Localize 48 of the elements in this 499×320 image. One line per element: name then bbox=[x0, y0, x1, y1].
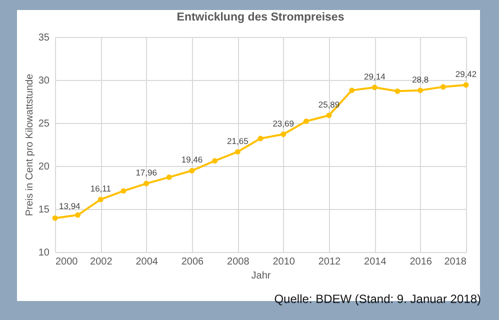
point bbox=[75, 212, 81, 218]
x-axis-title: Jahr bbox=[251, 270, 272, 282]
x-tick-label: 2014 bbox=[364, 256, 387, 268]
y-tick-label: 30 bbox=[38, 76, 50, 86]
point bbox=[234, 149, 240, 155]
data-label: 29,14 bbox=[364, 71, 386, 82]
x-tick-label: 2004 bbox=[136, 256, 158, 268]
x-tick-label: 2002 bbox=[90, 256, 113, 268]
point bbox=[372, 84, 378, 90]
data-label: 28,8 bbox=[412, 74, 429, 84]
point bbox=[440, 84, 446, 90]
point bbox=[349, 88, 355, 94]
data-label: 19,46 bbox=[181, 154, 203, 165]
point bbox=[189, 168, 195, 174]
point bbox=[98, 196, 104, 202]
data-label: 21,65 bbox=[227, 136, 249, 146]
y-tick-label: 35 bbox=[38, 32, 50, 44]
x-tick-label: 2000 bbox=[56, 256, 78, 268]
point bbox=[52, 215, 58, 221]
x-tick-label: 2012 bbox=[318, 256, 342, 268]
x-tick-label: 2016 bbox=[410, 256, 432, 268]
point bbox=[144, 180, 150, 186]
point bbox=[212, 158, 218, 164]
point bbox=[120, 188, 126, 194]
point bbox=[326, 112, 332, 118]
data-label: 13,94 bbox=[59, 201, 81, 212]
x-tick-label: 2010 bbox=[272, 256, 296, 268]
y-tick-label: 15 bbox=[38, 204, 50, 216]
data-label: 17,96 bbox=[136, 168, 158, 178]
data-label: 16,11 bbox=[90, 183, 112, 194]
chart-title: Entwicklung des Strompreises bbox=[176, 12, 344, 24]
point bbox=[166, 174, 172, 180]
point bbox=[394, 88, 400, 94]
source-note: Quelle: BDEW (Stand: 9. Januar 2018) bbox=[274, 292, 481, 306]
y-tick-label: 25 bbox=[38, 118, 50, 130]
x-tick-label: 2006 bbox=[181, 256, 204, 268]
data-label: 29,42 bbox=[455, 68, 477, 79]
data-label: 23,69 bbox=[272, 118, 294, 128]
x-tick-label: 2018 bbox=[444, 256, 467, 268]
point bbox=[463, 82, 469, 88]
point bbox=[280, 132, 286, 137]
point bbox=[258, 136, 264, 142]
point bbox=[418, 88, 424, 94]
point bbox=[303, 118, 309, 124]
y-tick-label: 20 bbox=[38, 162, 50, 172]
y-axis-title: Preis in Cent pro Kilowattstunde bbox=[24, 73, 36, 216]
y-tick-label: 10 bbox=[38, 248, 50, 258]
x-tick-label: 2008 bbox=[227, 256, 250, 268]
